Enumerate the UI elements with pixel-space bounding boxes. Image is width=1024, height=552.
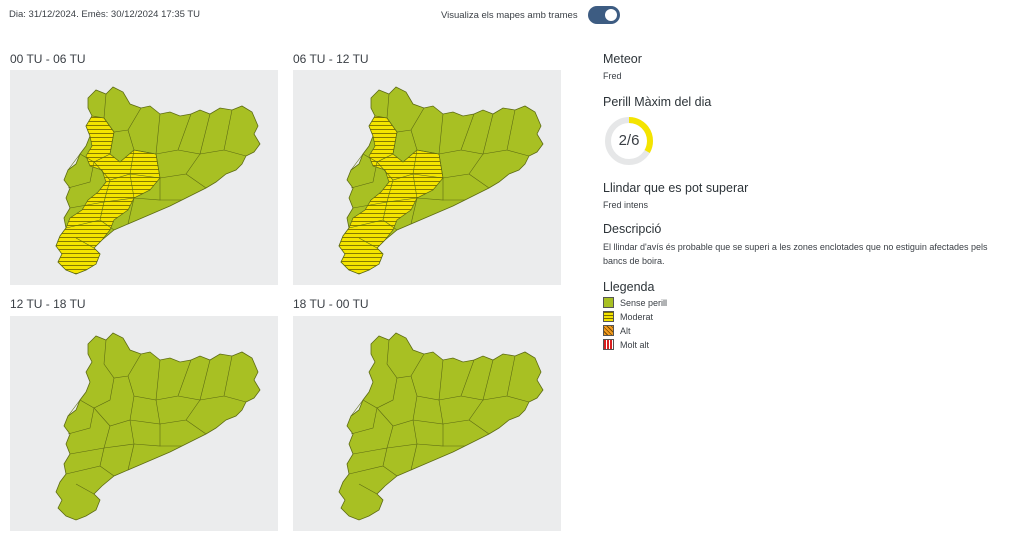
comarca-border xyxy=(382,219,398,231)
legend-item-alt: Alt xyxy=(603,325,1013,336)
comarca-border xyxy=(506,149,530,157)
descripcio-heading: Descripció xyxy=(603,222,662,236)
catalonia-map-0006 xyxy=(55,86,261,275)
comarca-border xyxy=(223,149,247,157)
gauge-ring xyxy=(605,117,653,165)
comarca-border xyxy=(67,399,81,417)
region-sense-perill xyxy=(338,332,544,521)
comarca-border xyxy=(376,149,418,181)
meteor-heading: Meteor xyxy=(603,52,642,66)
comarca-border xyxy=(99,465,115,477)
map-title-1218: 12 TU - 18 TU xyxy=(10,297,86,311)
map-title-1800: 18 TU - 00 TU xyxy=(293,297,369,311)
comarca-border xyxy=(410,197,418,225)
comarca-border xyxy=(127,443,135,471)
comarca-border xyxy=(350,161,378,189)
danger-gauge: 2/6 xyxy=(603,115,655,167)
comarca-border xyxy=(350,153,364,171)
map-title-0612: 06 TU - 12 TU xyxy=(293,52,369,66)
perill-heading: Perill Màxim del dia xyxy=(603,95,712,109)
comarca-border xyxy=(127,197,135,225)
comarca-border xyxy=(185,419,207,435)
map-title-0006: 00 TU - 06 TU xyxy=(10,52,86,66)
legend-heading: Llegenda xyxy=(603,280,655,294)
comarca-border xyxy=(79,377,115,409)
yellow-stripes-swatch-icon xyxy=(603,311,614,322)
map-panel-0612[interactable] xyxy=(293,70,561,285)
pattern-toggle-group: Visualiza els mapes amb trames xyxy=(441,6,620,24)
comarca-border xyxy=(362,131,398,163)
catalonia-map-1218 xyxy=(55,332,261,521)
comarca-border xyxy=(376,395,418,427)
legend-item-molt-alt: Molt alt xyxy=(603,339,1013,350)
comarca-border xyxy=(185,173,207,189)
pattern-toggle-label: Visualiza els mapes amb trames xyxy=(441,9,578,21)
comarca-border xyxy=(410,113,444,155)
info-panel: Meteor Fred Perill Màxim del dia 2/6 Lli… xyxy=(603,52,1013,350)
legend-label: Sense perill xyxy=(620,297,668,308)
comarca-border xyxy=(358,483,378,495)
comarca-border xyxy=(79,131,115,163)
comarca-border xyxy=(350,407,378,435)
comarca-border xyxy=(362,377,398,409)
comarca-border xyxy=(67,153,81,171)
catalonia-map-0612 xyxy=(338,86,544,275)
comarca-border xyxy=(75,237,95,249)
comarca-border xyxy=(358,237,378,249)
map-panel-1218[interactable] xyxy=(10,316,278,531)
legend-list: Sense perill Moderat Alt Molt alt xyxy=(603,297,1013,350)
comarca-border xyxy=(506,395,530,403)
comarca-border xyxy=(127,113,161,155)
comarca-border xyxy=(350,399,364,417)
pattern-toggle-switch[interactable] xyxy=(587,6,620,24)
comarca-border xyxy=(223,395,247,403)
issue-date-text: Dia: 31/12/2024. Emès: 30/12/2024 17:35 … xyxy=(9,9,201,20)
legend-label: Alt xyxy=(620,325,631,336)
legend-item-moderat: Moderat xyxy=(603,311,1013,322)
llindar-heading: Llindar que es pot superar xyxy=(603,181,749,195)
map-panel-0006[interactable] xyxy=(10,70,278,285)
comarca-border xyxy=(410,443,418,471)
comarca-border xyxy=(410,359,444,401)
comarca-border xyxy=(99,219,115,231)
legend-label: Moderat xyxy=(620,311,654,322)
toggle-knob xyxy=(604,9,617,21)
green-swatch-icon xyxy=(603,297,614,308)
catalonia-map-1800 xyxy=(338,332,544,521)
comarca-border xyxy=(75,483,95,495)
orange-stripes-swatch-icon xyxy=(603,325,614,336)
red-stripes-swatch-icon xyxy=(603,339,614,350)
comarca-border xyxy=(468,173,490,189)
comarca-border xyxy=(67,407,95,435)
gauge-value: 2/6 xyxy=(618,132,640,149)
map-panel-1800[interactable] xyxy=(293,316,561,531)
comarca-border xyxy=(382,465,398,477)
llindar-value: Fred intens xyxy=(603,200,649,210)
comarca-border xyxy=(93,395,135,427)
region-sense-perill xyxy=(55,332,261,521)
legend-item-sense-perill: Sense perill xyxy=(603,297,1013,308)
comarca-border xyxy=(93,149,135,181)
meteor-value: Fred xyxy=(603,71,622,81)
comarca-border xyxy=(468,419,490,435)
comarca-border xyxy=(67,161,95,189)
comarca-border xyxy=(127,359,161,401)
descripcio-text: El llindar d'avís és probable que se sup… xyxy=(603,242,988,266)
legend-label: Molt alt xyxy=(620,339,650,350)
